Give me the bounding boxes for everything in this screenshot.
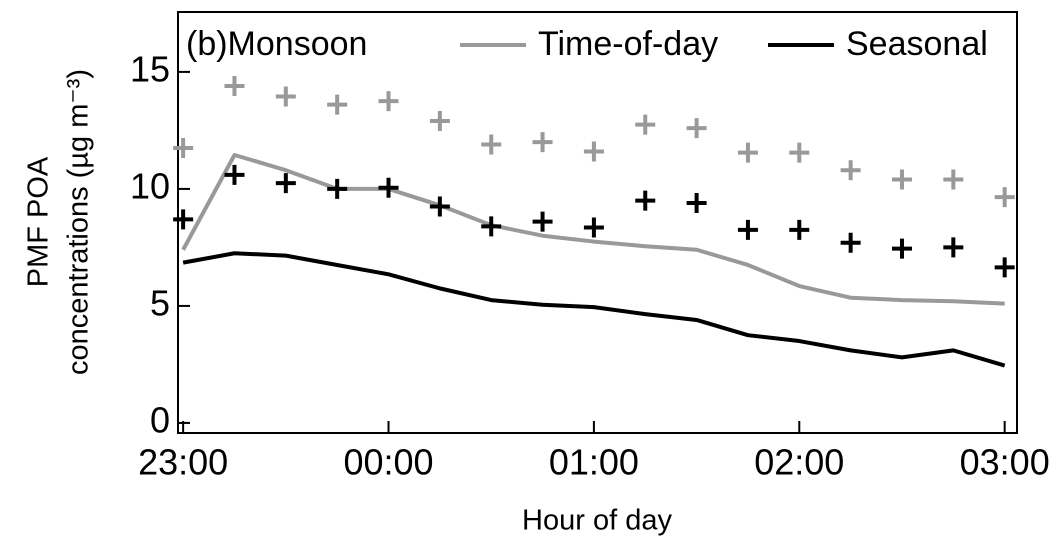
cross-marker xyxy=(378,91,399,112)
y-tick-label: 15 xyxy=(130,48,170,89)
x-axis-label: Hour of day xyxy=(522,505,672,537)
cross-marker xyxy=(840,232,861,253)
cross-marker xyxy=(583,217,604,238)
cross-marker xyxy=(943,237,964,258)
cross-marker xyxy=(635,190,656,211)
cross-marker xyxy=(532,132,553,153)
cross-marker xyxy=(378,177,399,198)
cross-marker xyxy=(275,86,296,107)
cross-marker xyxy=(275,173,296,194)
cross-marker xyxy=(481,216,502,237)
cross-marker xyxy=(635,114,656,135)
cross-marker xyxy=(224,164,245,185)
annotation: (b)Monsoon xyxy=(186,25,367,63)
legend-label: Time-of-day xyxy=(538,25,718,63)
plot-frame xyxy=(177,11,1018,434)
x-tick-label: 01:00 xyxy=(549,442,639,483)
cross-marker xyxy=(789,142,810,163)
y-tick-label: 0 xyxy=(150,399,170,440)
cross-marker xyxy=(994,257,1015,278)
legend-label: Seasonal xyxy=(846,25,988,63)
cross-marker xyxy=(327,178,348,199)
cross-marker xyxy=(737,142,758,163)
cross-marker xyxy=(173,137,194,158)
y-tick-label: 5 xyxy=(150,282,170,323)
cross-marker xyxy=(532,211,553,232)
cross-marker xyxy=(224,75,245,96)
x-tick-label: 03:00 xyxy=(960,442,1050,483)
x-tick-label: 02:00 xyxy=(754,442,844,483)
cross-marker xyxy=(994,187,1015,208)
cross-marker xyxy=(891,169,912,190)
series-line xyxy=(182,251,1006,368)
cross-marker xyxy=(891,238,912,259)
cross-marker xyxy=(327,94,348,115)
cross-marker xyxy=(173,209,194,230)
cross-marker xyxy=(686,118,707,139)
x-tick-label: 23:00 xyxy=(138,442,228,483)
cross-marker xyxy=(583,141,604,162)
cross-marker xyxy=(789,219,810,240)
x-tick-label: 00:00 xyxy=(343,442,433,483)
y-tick-label: 10 xyxy=(130,165,170,206)
cross-marker xyxy=(686,192,707,213)
y-axis-label: concentrations (µg m⁻³) xyxy=(63,69,95,375)
cross-marker xyxy=(481,134,502,155)
cross-marker xyxy=(840,160,861,181)
cross-marker xyxy=(429,196,450,217)
cross-marker xyxy=(943,169,964,190)
cross-marker xyxy=(737,219,758,240)
y-axis-label: PMF POA xyxy=(23,156,55,287)
cross-marker xyxy=(429,111,450,132)
series-line xyxy=(181,152,1005,306)
